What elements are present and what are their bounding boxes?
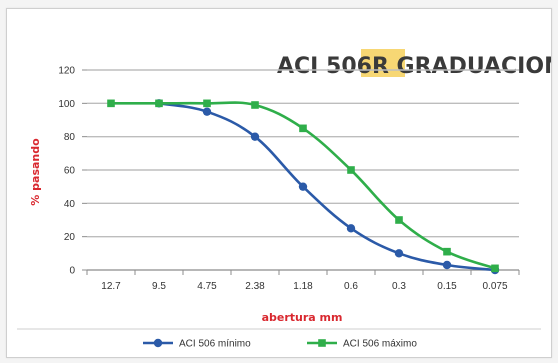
x-tick-label: 0.15 <box>437 281 457 292</box>
y-tick-label: 100 <box>58 99 75 110</box>
x-tick-label: 0.075 <box>482 281 507 292</box>
series-group <box>107 99 500 275</box>
data-point-series-2 <box>107 99 115 108</box>
line-chart: ACI 506R GRADUACION 1 abertura mm % pasa… <box>17 49 551 350</box>
data-point-series-1 <box>394 249 404 258</box>
data-point-series-1 <box>298 182 308 191</box>
x-tick-label: 4.75 <box>197 281 217 292</box>
chart-title: ACI 506R GRADUACION 1 <box>277 54 551 79</box>
x-tick-label: 1.18 <box>293 281 313 292</box>
grid <box>82 69 520 275</box>
legend-label-2: ACI 506 máximo <box>343 339 417 350</box>
legend: ACI 506 mínimo ACI 506 máximo <box>143 339 417 350</box>
y-tick-label: 20 <box>64 232 76 243</box>
data-point-series-1 <box>250 132 260 141</box>
data-point-series-2 <box>347 166 355 174</box>
data-point-series-2 <box>155 99 163 108</box>
data-point-series-2 <box>491 264 499 273</box>
y-tick-label: 120 <box>58 66 75 77</box>
x-tick-label: 0.3 <box>392 281 406 292</box>
y-tick-label: 0 <box>69 266 75 277</box>
x-axis-title: abertura mm <box>262 311 343 324</box>
x-tick-label: 9.5 <box>152 281 166 292</box>
data-point-series-2 <box>443 247 451 256</box>
data-point-series-1 <box>202 107 212 116</box>
y-tick-label: 60 <box>64 166 76 177</box>
data-point-series-1 <box>442 260 452 270</box>
y-axis-title: % pasando <box>29 138 42 206</box>
data-point-series-1 <box>346 224 356 233</box>
x-tick-labels: 12.7 9.5 4.75 2.38 1.18 0.6 0.3 0.15 0.075 <box>101 281 508 292</box>
chart-frame: ACI 506R GRADUACION 1 abertura mm % pasa… <box>6 8 552 358</box>
series-line-1 <box>158 102 496 272</box>
data-point-series-2 <box>251 101 259 109</box>
legend-marker-1 <box>153 338 163 348</box>
y-tick-label: 80 <box>64 132 76 143</box>
y-tick-label: 40 <box>64 199 76 210</box>
data-point-series-2 <box>299 124 307 133</box>
x-tick-label: 12.7 <box>101 281 121 292</box>
title-highlight <box>361 49 405 77</box>
legend-marker-2 <box>318 339 326 347</box>
legend-label-1: ACI 506 mínimo <box>179 339 251 350</box>
data-point-series-2 <box>203 99 211 108</box>
x-tick-label: 2.38 <box>245 281 265 292</box>
data-point-series-2 <box>395 216 403 224</box>
y-tick-labels: 0 20 40 60 80 100 120 <box>58 66 75 277</box>
x-tick-label: 0.6 <box>344 281 358 292</box>
